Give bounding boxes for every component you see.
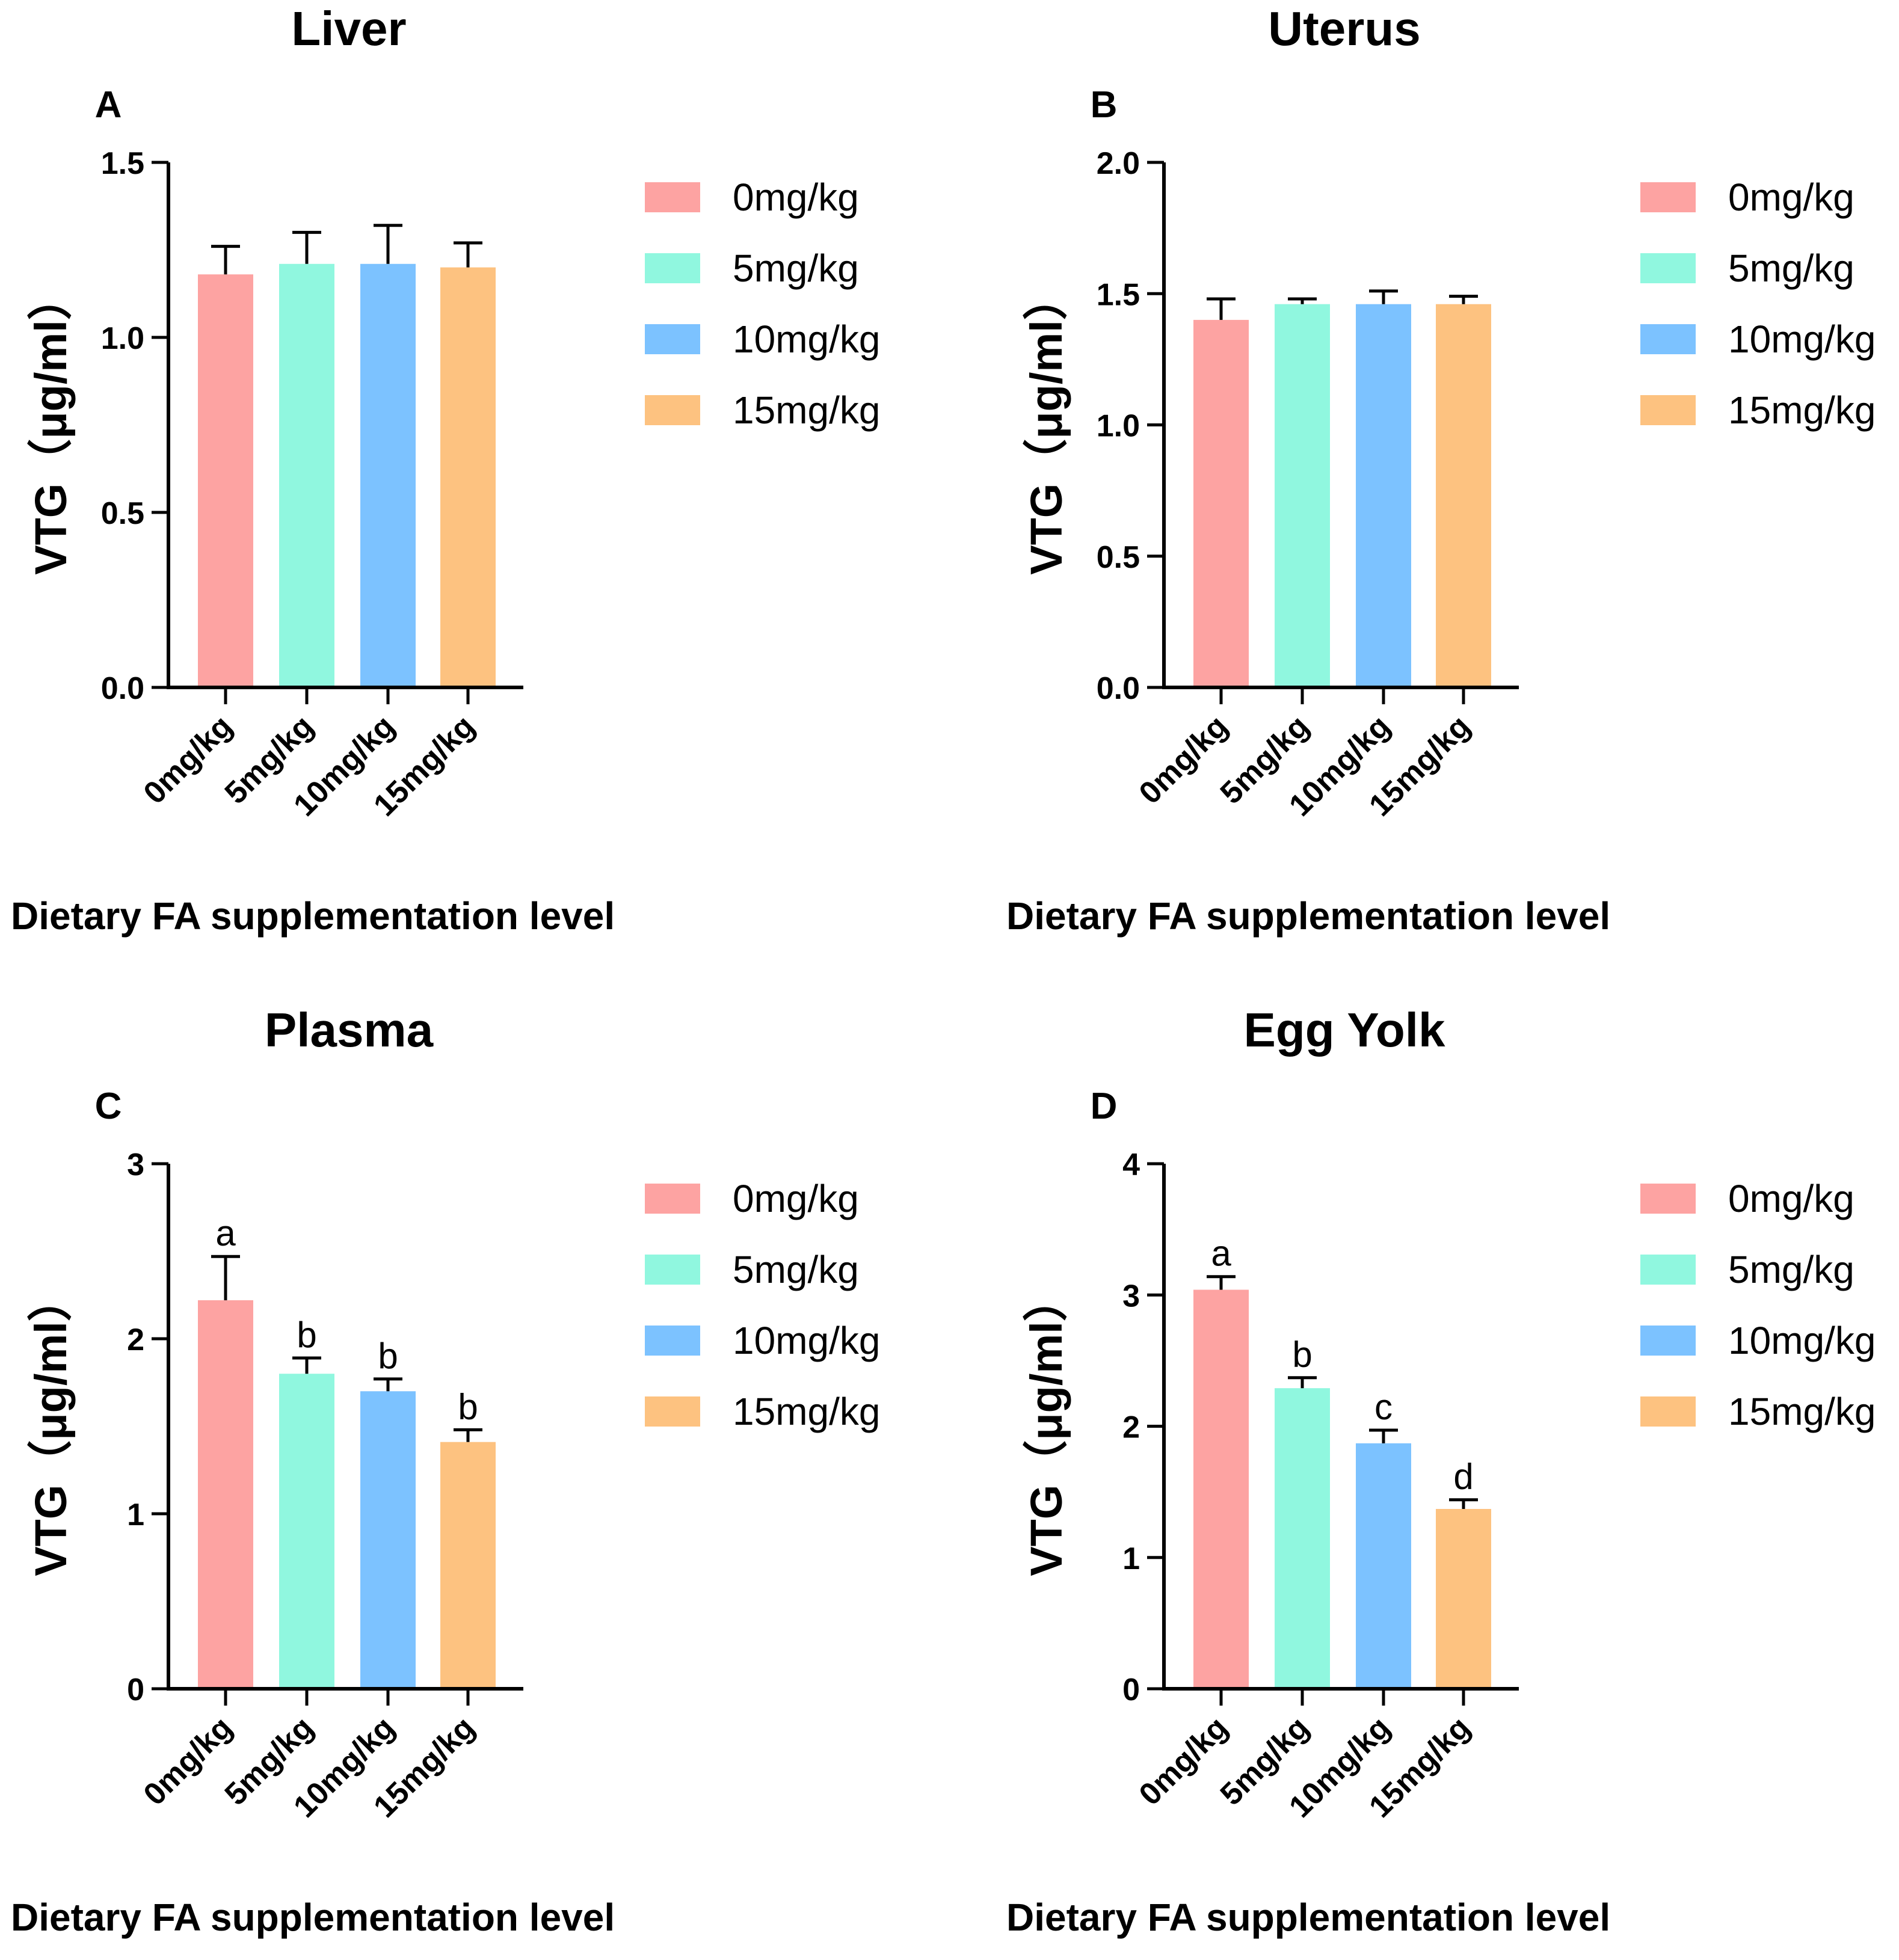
y-axis-label: VTG（μg/ml）: [1021, 275, 1071, 575]
legend-swatch: [1640, 253, 1696, 283]
significance-label: d: [1453, 1457, 1473, 1497]
bar-5mg/kg: [279, 263, 334, 687]
legend-swatch: [645, 1396, 700, 1427]
y-tick-label: 4: [1122, 1147, 1140, 1182]
chart-title: Egg Yolk: [1244, 1003, 1445, 1057]
y-tick-label: 1.0: [101, 321, 144, 356]
panel-label: D: [1091, 1086, 1118, 1127]
panel-c: Plasma Ca b b b 0 1 2 3 0mg/kg 5mg/kg 10mg/kg 15mg/k…: [11, 1003, 880, 1939]
y-tick-label: 1.5: [101, 146, 144, 181]
y-tick-label: 0: [1122, 1673, 1140, 1707]
panel-label: C: [95, 1086, 122, 1127]
bar-10mg/kg: [1356, 1443, 1411, 1689]
y-tick-label: 2: [1122, 1410, 1140, 1445]
significance-label: b: [378, 1336, 398, 1376]
y-tick-label: 1.5: [1097, 277, 1140, 312]
bar-0mg/kg: [198, 1300, 253, 1689]
y-axis-label: VTG（μg/ml）: [26, 275, 76, 575]
legend-swatch: [1640, 1184, 1696, 1214]
y-axis-label: VTG（μg/ml）: [1021, 1277, 1071, 1576]
bar-0mg/kg: [1193, 1289, 1249, 1689]
bar-15mg/kg: [1436, 304, 1491, 688]
y-tick-label: 2: [127, 1323, 144, 1357]
x-axis-label: Dietary FA supplementation level: [1006, 894, 1610, 938]
bar-5mg/kg: [279, 1374, 334, 1689]
bar-15mg/kg: [440, 1442, 496, 1689]
x-axis-label: Dietary FA supplementation level: [1006, 1896, 1610, 1939]
significance-label: b: [297, 1315, 316, 1355]
panel-d: Egg Yolk Da b c d 0 1 2 3 4 0mg/kg 5mg/kg 10mg/kg 15m…: [1006, 1003, 1876, 1939]
legend-swatch: [1640, 395, 1696, 425]
legend-swatch: [645, 182, 700, 212]
significance-label: a: [215, 1213, 236, 1253]
x-tick-label: 0mg/kg: [1133, 1710, 1235, 1812]
bar-10mg/kg: [1356, 304, 1411, 688]
legend-label: 0mg/kg: [1728, 1177, 1854, 1220]
y-axis-label: VTG（μg/ml）: [26, 1277, 76, 1576]
bar-5mg/kg: [1275, 304, 1330, 688]
legend-swatch: [1640, 1255, 1696, 1285]
x-axis-label: Dietary FA supplementation level: [11, 1896, 615, 1939]
legend-label: 10mg/kg: [1728, 318, 1876, 361]
legend-label: 15mg/kg: [1728, 1390, 1876, 1433]
y-tick-label: 1.0: [1097, 409, 1140, 444]
x-tick-label: 0mg/kg: [137, 1710, 239, 1812]
y-tick-label: 1: [127, 1498, 144, 1532]
bar-10mg/kg: [360, 1391, 416, 1689]
legend-swatch: [1640, 1396, 1696, 1427]
panel-label: B: [1091, 84, 1118, 126]
legend-label: 5mg/kg: [1728, 247, 1854, 290]
y-tick-label: 0.0: [1097, 671, 1140, 706]
x-tick-label: 0mg/kg: [137, 708, 239, 811]
panel-label: A: [95, 84, 122, 126]
chart-title: Plasma: [265, 1003, 434, 1057]
legend-label: 15mg/kg: [733, 1390, 880, 1433]
legend-label: 5mg/kg: [733, 247, 859, 290]
bar-0mg/kg: [1193, 319, 1249, 687]
legend-swatch: [645, 395, 700, 425]
legend-swatch: [1640, 324, 1696, 354]
bar-15mg/kg: [440, 267, 496, 688]
panel-a: Liver A 0.0 0.5 1.0 1.5 0mg/kg 5mg/kg 10mg/kg 15m…: [11, 2, 880, 938]
y-tick-label: 0.0: [101, 671, 144, 706]
legend-label: 0mg/kg: [733, 1177, 859, 1220]
panel-b: Uterus B 0.0 0.5 1.0 1.5 2.0 0mg/kg 5mg/kg 10mg/k…: [1006, 2, 1876, 938]
bar-5mg/kg: [1275, 1388, 1330, 1689]
legend-label: 15mg/kg: [733, 389, 880, 432]
legend-label: 10mg/kg: [733, 1319, 880, 1362]
chart-title: Liver: [291, 2, 406, 55]
legend-swatch: [645, 253, 700, 283]
y-tick-label: 2.0: [1097, 146, 1140, 181]
legend-swatch: [1640, 182, 1696, 212]
legend-label: 10mg/kg: [733, 318, 880, 361]
significance-label: b: [458, 1386, 478, 1427]
bar-0mg/kg: [198, 274, 253, 687]
legend-swatch: [1640, 1326, 1696, 1356]
y-tick-label: 1: [1122, 1541, 1140, 1576]
x-axis-label: Dietary FA supplementation level: [11, 894, 615, 938]
y-tick-label: 3: [127, 1147, 144, 1182]
bar-15mg/kg: [1436, 1508, 1491, 1689]
significance-label: c: [1374, 1387, 1393, 1427]
y-tick-label: 0: [127, 1673, 144, 1707]
y-tick-label: 3: [1122, 1279, 1140, 1313]
legend-label: 0mg/kg: [1728, 176, 1854, 219]
legend-label: 15mg/kg: [1728, 389, 1876, 432]
legend-swatch: [645, 1255, 700, 1285]
legend-label: 0mg/kg: [733, 176, 859, 219]
legend-label: 5mg/kg: [1728, 1248, 1854, 1291]
legend-label: 10mg/kg: [1728, 1319, 1876, 1362]
legend-swatch: [645, 1184, 700, 1214]
significance-label: a: [1211, 1233, 1231, 1274]
chart-title: Uterus: [1268, 2, 1420, 55]
legend-label: 5mg/kg: [733, 1248, 859, 1291]
significance-label: b: [1292, 1335, 1312, 1375]
x-tick-label: 0mg/kg: [1133, 708, 1235, 811]
legend-swatch: [645, 324, 700, 354]
bar-10mg/kg: [360, 263, 416, 687]
legend-swatch: [645, 1326, 700, 1356]
y-tick-label: 0.5: [101, 496, 144, 531]
y-tick-label: 0.5: [1097, 540, 1140, 575]
